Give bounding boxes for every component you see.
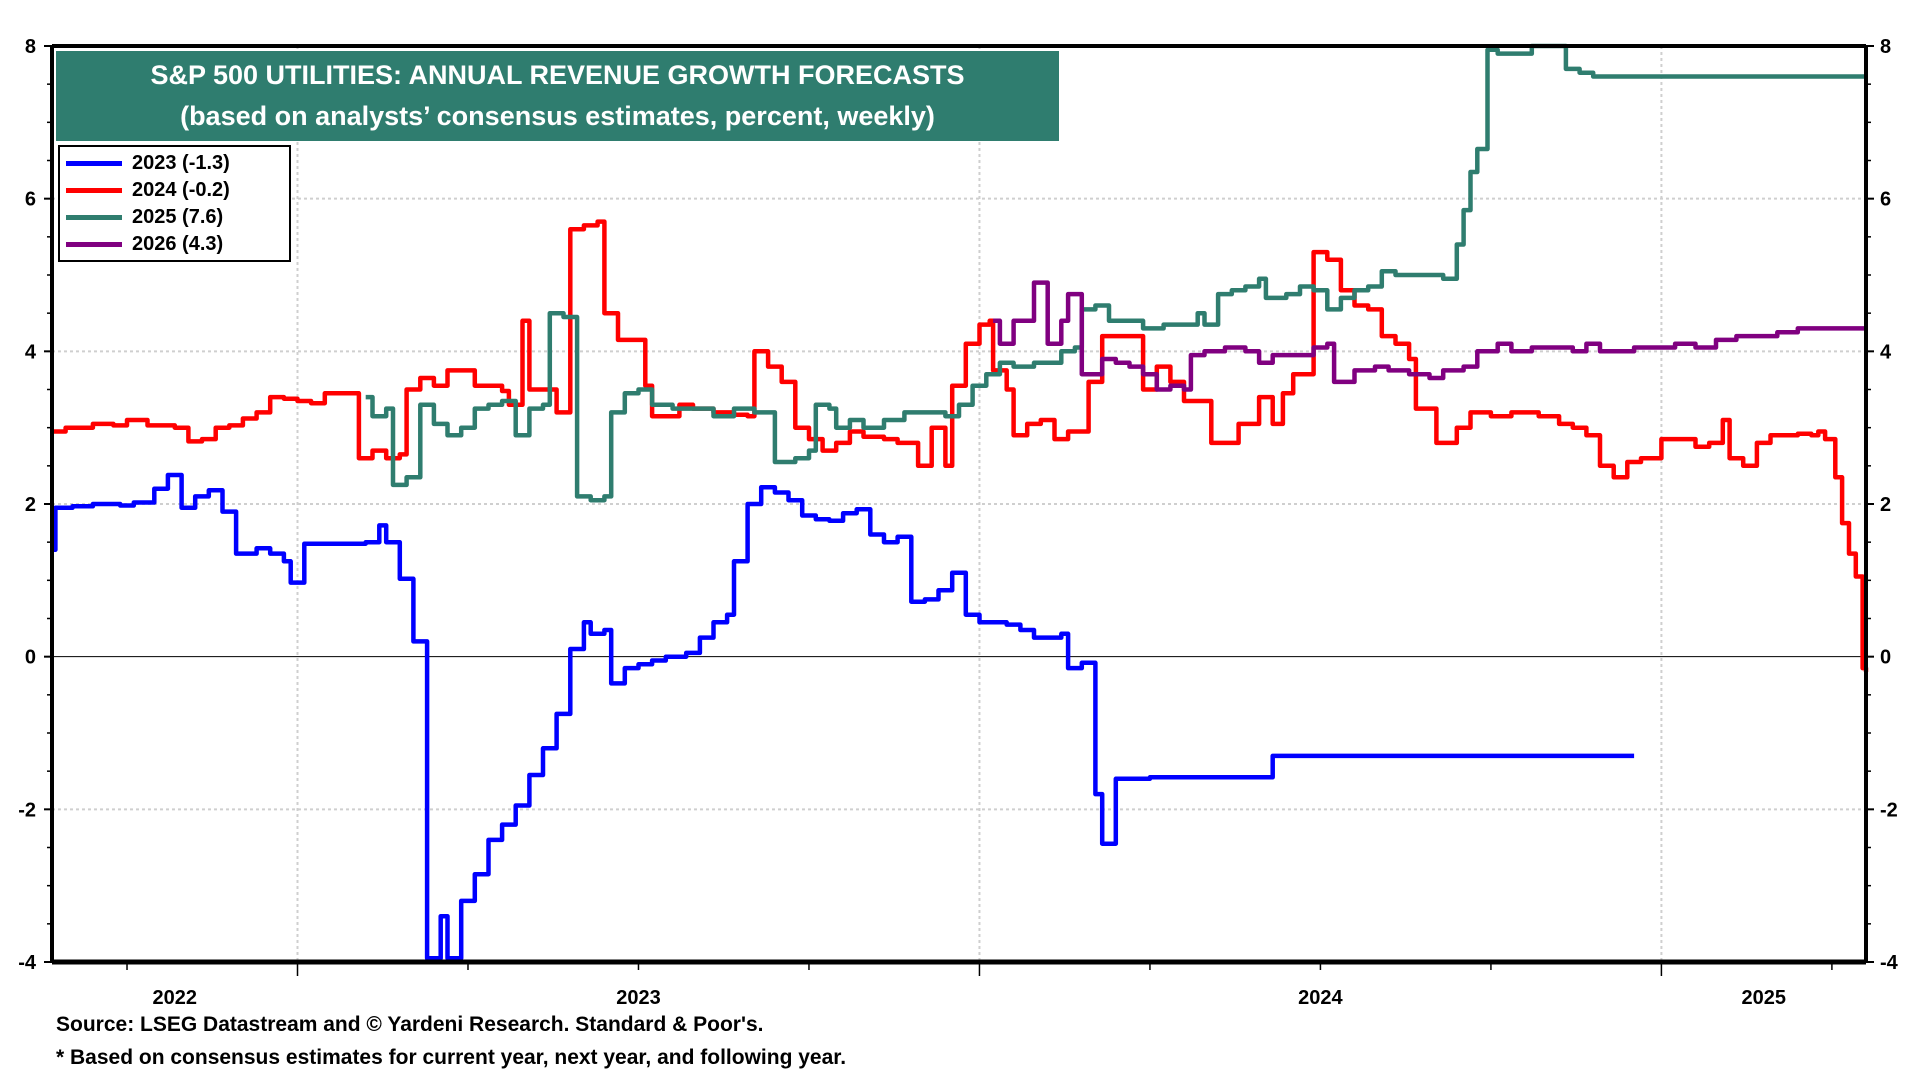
legend-item-2023: 2023 (-1.3): [60, 150, 289, 177]
y-tick-label-left: 2: [25, 494, 36, 516]
legend-label: 2024 (-0.2): [132, 179, 230, 201]
legend-item-2025: 2025 (7.6): [60, 204, 289, 231]
y-tick-label-left: 0: [25, 647, 36, 669]
series-line-2026: [993, 280, 1866, 392]
legend-item-2026: 2026 (4.3): [60, 231, 289, 258]
legend-swatch: [66, 188, 122, 193]
legend-swatch: [66, 242, 122, 247]
chart-title: S&P 500 UTILITIES: ANNUAL REVENUE GROWTH…: [150, 60, 965, 90]
series-line-2024: [52, 219, 1869, 672]
y-tick-label-left: -2: [18, 799, 36, 821]
legend-swatch: [66, 161, 122, 166]
y-tick-label-left: 4: [25, 341, 37, 363]
grid: [52, 46, 1866, 962]
chart-title-box: S&P 500 UTILITIES: ANNUAL REVENUE GROWTH…: [56, 51, 1059, 141]
source-note: Source: LSEG Datastream and © Yardeni Re…: [56, 1013, 764, 1036]
series-line-2023: [52, 472, 1635, 961]
legend-label: 2025 (7.6): [132, 206, 224, 228]
x-tick-label: 2025: [1741, 987, 1786, 1009]
y-tick-label-left: 8: [25, 36, 36, 58]
y-tick-label-right: -4: [1880, 952, 1899, 974]
y-tick-label-left: -4: [18, 952, 37, 974]
legend-label: 2023 (-1.3): [132, 152, 230, 174]
x-tick-label: 2024: [1298, 987, 1343, 1009]
x-tick-label: 2023: [616, 987, 661, 1009]
y-tick-label-right: 2: [1880, 494, 1891, 516]
y-tick-label-right: 6: [1880, 189, 1891, 211]
y-tick-label-left: 6: [25, 189, 36, 211]
series-line-2025: [365, 43, 1866, 503]
legend: 2023 (-1.3) 2024 (-0.2) 2025 (7.6) 2026 …: [58, 145, 291, 262]
axes: [44, 44, 1874, 976]
series-group: [52, 43, 1869, 961]
y-tick-label-right: -2: [1880, 799, 1898, 821]
legend-swatch: [66, 215, 122, 220]
y-tick-label-right: 0: [1880, 647, 1891, 669]
legend-item-2024: 2024 (-0.2): [60, 177, 289, 204]
legend-label: 2026 (4.3): [132, 233, 224, 255]
tick-labels: -4 -4 -2 -2 0 0 2 2 4 4 6 6 8 8 2022 2023 2024 2025: [18, 36, 1898, 1009]
y-tick-label-right: 8: [1880, 36, 1891, 58]
chart-subtitle: (based on analysts’ consensus estimates,…: [180, 101, 935, 131]
x-tick-label: 2022: [153, 987, 198, 1009]
y-tick-label-right: 4: [1880, 341, 1892, 363]
footnote: * Based on consensus estimates for curre…: [56, 1046, 847, 1069]
